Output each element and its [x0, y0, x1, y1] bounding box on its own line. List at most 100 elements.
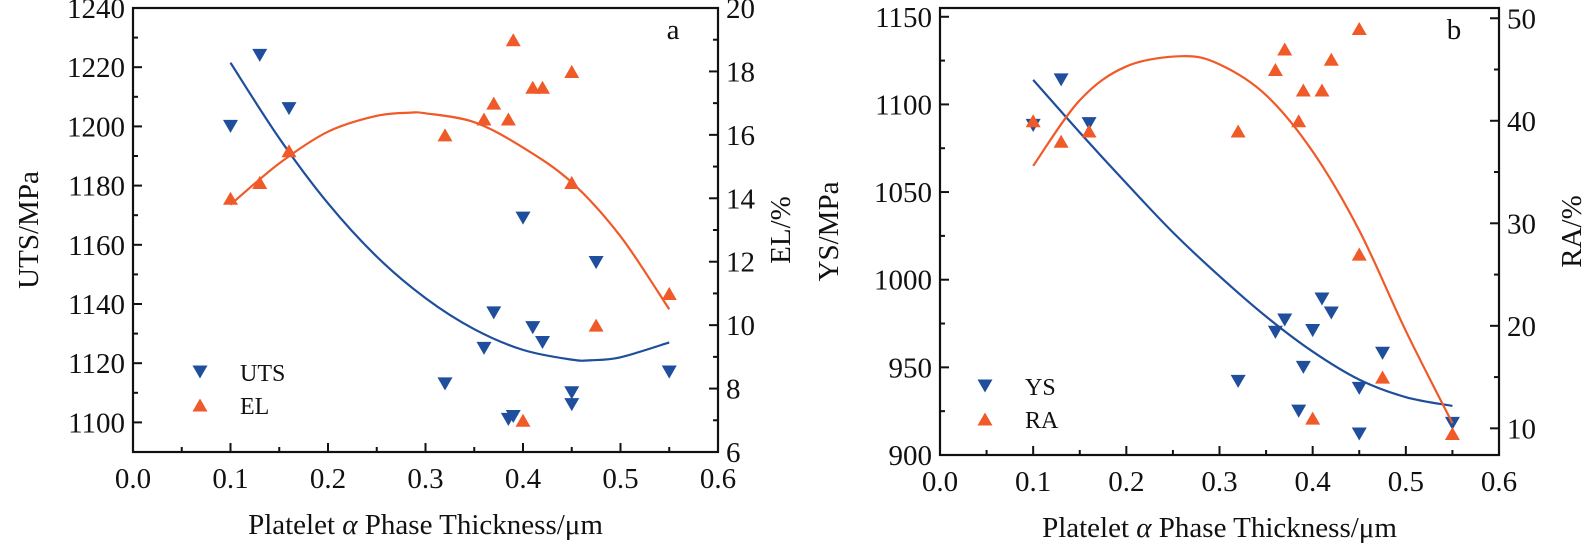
y2-tick-label: 10 — [1507, 413, 1536, 445]
ra-data-point — [1351, 21, 1367, 36]
x-tick-label: 0.1 — [212, 463, 248, 495]
el-data-point — [223, 191, 238, 205]
ra-data-point — [1081, 124, 1097, 138]
el-data-point — [252, 175, 268, 189]
el-data-point — [500, 112, 516, 126]
y2-tick-label: 14 — [726, 183, 756, 215]
y2-axis-title: RA/% — [1556, 195, 1588, 268]
uts-data-point — [281, 102, 297, 116]
el-data-point — [588, 318, 604, 332]
ra-data-point — [1267, 62, 1283, 77]
panel-label: b — [1447, 14, 1462, 46]
y2-tick-label: 16 — [726, 120, 755, 152]
ra-data-point — [1295, 83, 1311, 97]
uts-data-point — [564, 386, 580, 400]
x-axis-title-part: α — [1136, 512, 1152, 544]
y2-tick-label: 30 — [1507, 208, 1536, 240]
ys-data-point — [1053, 73, 1069, 87]
uts-data-point — [252, 48, 268, 62]
x-axis-title-part: Phase Thickness/μm — [1152, 512, 1398, 544]
x-tick-label: 0.0 — [922, 466, 958, 498]
uts-data-point — [515, 211, 531, 225]
ys-data-point — [1323, 306, 1339, 320]
plot-frame — [131, 6, 720, 454]
y2-tick-label: 12 — [726, 247, 755, 279]
ra-data-point — [1314, 83, 1330, 97]
uts-data-point — [223, 119, 238, 133]
uts-data-point — [476, 341, 492, 355]
x-tick-label: 0.2 — [1108, 466, 1144, 498]
x-axis-title: Platelet α Phase Thickness/μm — [1042, 512, 1397, 544]
ys-data-point — [1277, 313, 1293, 327]
x-axis-title-part: α — [342, 509, 358, 541]
el-data-point — [564, 64, 580, 78]
x-tick-label: 0.5 — [602, 463, 638, 495]
el-data-point — [564, 175, 580, 189]
legend-label-uts: UTS — [240, 361, 285, 387]
legend-marker-ys — [977, 379, 993, 393]
x-tick-label: 0.4 — [505, 463, 542, 495]
uts-data-point — [437, 377, 453, 391]
y-tick-label: 1240 — [67, 0, 125, 25]
ys-data-point — [1351, 427, 1367, 441]
y-tick-label: 1150 — [875, 2, 932, 34]
x-tick-label: 0.1 — [1015, 466, 1051, 498]
x-tick-label: 0.6 — [700, 463, 736, 495]
y-tick-label: 900 — [889, 440, 933, 472]
y-tick-label: 1220 — [67, 52, 125, 84]
y-tick-label: 950 — [889, 352, 933, 384]
el-data-point — [505, 33, 521, 47]
panel-b: 0.0 0.1 0.2 0.3 0.4 0.5 0.69009501000105011001… — [813, 2, 1588, 544]
y2-tick-label: 40 — [1507, 106, 1536, 138]
y2-tick-label: 10 — [726, 310, 755, 342]
panel-a: 0.0 0.1 0.2 0.3 0.4 0.5 0.6 1100 1120 1140 1160 118… — [13, 0, 797, 541]
ys-data-point — [1230, 374, 1246, 388]
ra-data-point — [1025, 114, 1041, 128]
y2-tick-label: 20 — [726, 0, 755, 25]
x-axis-title-part: Platelet — [1042, 512, 1136, 544]
uts-data-point — [486, 306, 502, 320]
legend-marker-el — [192, 398, 208, 412]
legend-marker-ra — [977, 412, 993, 426]
legend-label-ys: YS — [1025, 375, 1056, 401]
y-tick-label: 1000 — [874, 265, 932, 297]
ys-data-point — [1375, 346, 1391, 360]
x-tick-label: 0.0 — [115, 463, 151, 495]
y2-tick-label: 6 — [726, 437, 741, 469]
y-tick-label: 1100 — [875, 89, 932, 121]
panel-label: a — [667, 14, 680, 46]
x-axis-title-part: Phase Thickness/μm — [358, 509, 604, 541]
y-tick-label: 1120 — [68, 348, 125, 380]
x-tick-label: 0.5 — [1388, 466, 1424, 498]
ys-data-point — [1351, 381, 1367, 395]
ra-data-point — [1305, 411, 1321, 425]
el-data-point — [515, 413, 531, 427]
uts-data-point — [588, 256, 604, 270]
x-tick-label: 0.3 — [1201, 466, 1237, 498]
legend-label-el: EL — [240, 394, 269, 420]
x-tick-label: 0.4 — [1295, 466, 1332, 498]
y-tick-label: 1180 — [68, 171, 125, 203]
plot-frame — [938, 6, 1501, 457]
y-tick-label: 1050 — [874, 177, 932, 209]
y2-tick-label: 50 — [1507, 3, 1536, 35]
legend-label-ra: RA — [1025, 408, 1059, 434]
ra-fit-curve — [1032, 55, 1454, 424]
el-data-point — [437, 128, 453, 142]
legend-marker-uts — [192, 365, 208, 379]
el-data-point — [525, 80, 541, 94]
uts-data-point — [564, 398, 580, 412]
uts-fit-curve — [229, 62, 670, 362]
y2-axis-title: EL/% — [765, 196, 797, 264]
ra-data-point — [1375, 370, 1391, 384]
el-data-point — [661, 286, 677, 300]
ys-data-point — [1081, 117, 1097, 131]
uts-data-point — [525, 321, 541, 335]
ra-data-point — [1277, 42, 1293, 56]
y2-tick-label: 8 — [726, 374, 741, 406]
el-data-point — [281, 144, 297, 158]
uts-data-point — [535, 335, 550, 350]
el-data-point — [486, 96, 502, 110]
ys-data-point — [1444, 416, 1460, 430]
